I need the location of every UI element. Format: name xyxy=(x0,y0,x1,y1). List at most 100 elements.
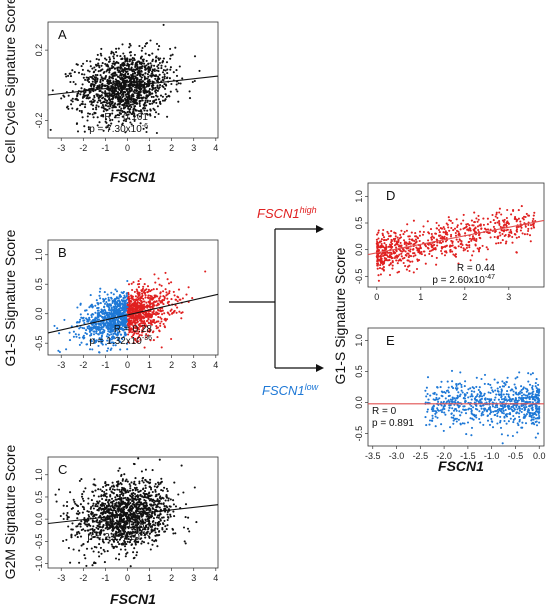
data-point xyxy=(139,277,142,281)
data-point xyxy=(113,325,116,328)
data-point xyxy=(125,87,128,91)
data-point xyxy=(111,329,114,332)
data-point xyxy=(157,63,160,66)
data-point xyxy=(144,107,147,110)
data-point xyxy=(110,76,113,79)
data-point xyxy=(119,65,122,68)
data-point xyxy=(142,327,145,330)
data-point xyxy=(79,303,82,306)
data-point xyxy=(102,525,105,528)
data-point xyxy=(129,484,132,488)
data-point xyxy=(167,282,171,285)
data-point xyxy=(144,478,147,481)
data-point xyxy=(148,296,152,299)
data-point xyxy=(176,306,179,309)
data-point xyxy=(56,327,59,330)
data-point xyxy=(119,340,122,344)
data-point xyxy=(98,290,101,293)
data-point xyxy=(131,315,134,318)
data-point xyxy=(138,501,141,504)
data-point xyxy=(137,503,140,506)
data-point xyxy=(155,69,158,72)
data-point xyxy=(164,65,167,68)
data-point xyxy=(111,488,114,491)
data-point xyxy=(108,56,111,59)
data-point xyxy=(137,80,140,83)
data-point xyxy=(131,502,135,505)
data-point xyxy=(99,515,102,518)
data-point xyxy=(114,330,117,333)
data-point xyxy=(136,296,139,299)
data-point xyxy=(133,329,137,333)
data-point xyxy=(129,89,132,92)
data-point xyxy=(112,492,115,495)
data-point xyxy=(159,292,162,295)
data-point xyxy=(182,491,185,494)
data-point xyxy=(88,318,91,321)
data-point xyxy=(102,548,105,551)
data-point xyxy=(82,76,85,79)
data-point xyxy=(103,92,106,95)
data-point xyxy=(451,221,454,225)
data-point xyxy=(187,286,190,289)
data-point xyxy=(81,83,84,86)
data-point xyxy=(160,502,163,505)
data-point xyxy=(162,57,165,60)
data-point xyxy=(106,333,109,336)
data-point xyxy=(91,519,94,522)
data-point xyxy=(404,264,407,268)
data-point xyxy=(93,478,96,481)
data-point xyxy=(133,515,136,519)
data-point xyxy=(382,251,385,255)
data-point xyxy=(150,314,153,317)
data-point xyxy=(68,339,72,342)
data-point xyxy=(98,543,101,546)
data-point xyxy=(470,219,473,222)
data-point xyxy=(142,297,145,300)
data-point xyxy=(408,238,411,241)
data-point xyxy=(498,207,501,210)
data-point xyxy=(117,482,120,485)
x-tick-label: 1 xyxy=(147,573,152,583)
data-point xyxy=(164,98,167,101)
data-point xyxy=(103,312,106,316)
y-tick-label: 0.2 xyxy=(34,44,44,57)
data-point xyxy=(69,72,72,75)
data-point xyxy=(121,478,124,481)
data-point xyxy=(154,508,157,511)
data-point xyxy=(119,97,122,100)
data-point xyxy=(109,113,112,116)
data-point xyxy=(160,317,163,320)
data-point xyxy=(151,331,154,334)
data-point xyxy=(141,324,144,327)
data-point xyxy=(524,225,527,228)
data-point xyxy=(103,84,106,87)
data-point xyxy=(154,74,158,77)
data-point xyxy=(101,62,104,65)
data-point xyxy=(151,86,154,89)
data-point xyxy=(158,61,161,65)
data-point xyxy=(102,512,105,515)
data-point xyxy=(143,346,146,349)
data-point xyxy=(161,95,164,98)
data-point xyxy=(140,85,143,88)
data-point xyxy=(133,301,136,304)
data-point xyxy=(107,305,110,308)
y-axis-label: G1-S Signature Score xyxy=(2,229,18,366)
data-point xyxy=(83,130,86,133)
data-point xyxy=(141,477,144,480)
data-point xyxy=(80,87,83,90)
data-point xyxy=(130,66,133,69)
data-point xyxy=(90,85,93,88)
y-tick-label: 0.5 xyxy=(34,491,44,504)
x-axis-label: FSCN1 xyxy=(110,169,156,185)
data-point xyxy=(442,231,445,234)
data-point xyxy=(114,545,117,548)
data-point xyxy=(136,61,139,64)
data-point xyxy=(146,95,149,98)
data-point xyxy=(125,71,128,74)
data-point xyxy=(120,333,123,336)
data-point xyxy=(486,217,489,220)
data-point xyxy=(81,505,84,508)
data-point xyxy=(76,63,79,66)
